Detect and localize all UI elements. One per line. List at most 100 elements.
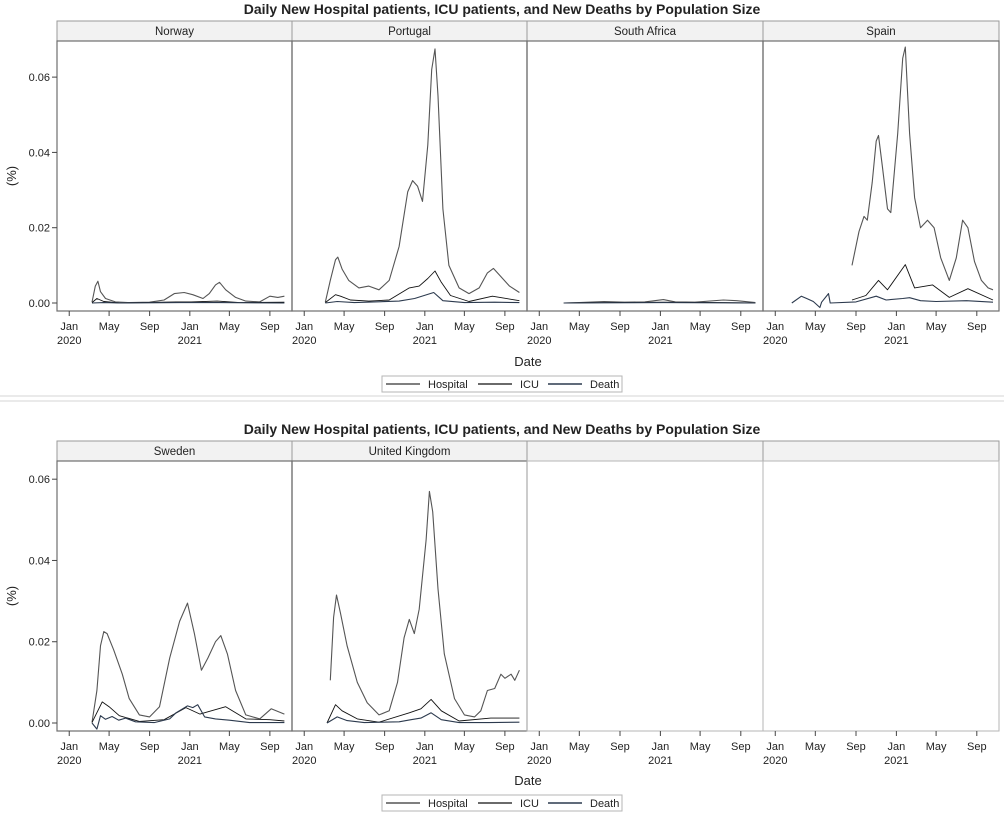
x-tick-label: Jan [60, 321, 78, 333]
x-axis-label: Date [514, 354, 541, 369]
x-tick-label: May [219, 321, 240, 333]
x-tick-label: May [926, 741, 947, 753]
x-tick-label: May [454, 321, 475, 333]
facet-panel-south-africa: South Africa Jan 2020 May Sep Jan 2021 May Sep [526, 20, 764, 347]
y-axis-label: (%) [4, 586, 19, 606]
chart-title: Daily New Hospital patients, ICU patient… [244, 1, 761, 17]
x-tick-label: Sep [610, 321, 630, 333]
chart-title: Daily New Hospital patients, ICU patient… [244, 421, 761, 437]
x-tick-label: Jan [295, 741, 313, 753]
y-tick-label: 0.04 [29, 555, 50, 567]
series-line-icu [325, 270, 520, 303]
plot-frame [56, 40, 293, 312]
facet-strip [762, 440, 1000, 462]
x-tick-label: Jan [295, 321, 313, 333]
legend-label-death: Death [590, 798, 619, 810]
plot-frame [291, 40, 528, 312]
series-line-icu [326, 698, 520, 724]
x-tick-label: May [690, 741, 711, 753]
x-tick-label: May [219, 741, 240, 753]
series-line-death [791, 293, 994, 309]
x-tick-year-label: 2020 [763, 755, 787, 767]
chart-figure-2: Daily New Hospital patients, ICU patient… [4, 421, 1000, 812]
x-tick-year-label: 2020 [527, 755, 551, 767]
x-tick-label: Sep [495, 741, 515, 753]
x-tick-label: Jan [652, 321, 670, 333]
x-tick-label: Sep [846, 741, 866, 753]
series-line-hospital [851, 46, 994, 291]
facet-strip-label: Norway [155, 26, 194, 38]
x-tick-label: Sep [967, 741, 987, 753]
y-axis: 0.00 0.02 0.04 0.06 (%) [4, 72, 57, 310]
x-tick-year-label: 2020 [292, 755, 316, 767]
x-tick-year-label: 2021 [648, 335, 672, 347]
facet-panel-spain: Spain Jan 2020 May Sep Jan 2021 May Sep [762, 20, 1000, 347]
x-tick-label: Jan [766, 321, 784, 333]
series-line-death [326, 712, 520, 724]
facet-panel-portugal: Portugal Jan 2020 May Sep Jan 2021 May Sep [291, 20, 528, 347]
x-tick-label: May [569, 321, 590, 333]
x-tick-label: May [99, 321, 120, 333]
x-tick-label: May [805, 741, 826, 753]
x-tick-label: May [334, 321, 355, 333]
x-tick-year-label: 2021 [413, 755, 437, 767]
x-tick-label: Sep [260, 321, 280, 333]
facet-strip-label: United Kingdom [369, 446, 451, 458]
x-tick-label: Jan [181, 321, 199, 333]
x-tick-year-label: 2021 [884, 755, 908, 767]
x-tick-year-label: 2020 [527, 335, 551, 347]
x-tick-year-label: 2020 [57, 755, 81, 767]
series-line-icu [91, 298, 285, 304]
x-tick-year-label: 2021 [413, 335, 437, 347]
x-tick-label: Jan [888, 741, 906, 753]
facet-strip [526, 440, 764, 462]
series-line-death [325, 291, 520, 304]
facet-panel-norway: Norway Jan 2020 May Sep Jan 2021 May Sep [56, 20, 293, 347]
x-tick-label: May [805, 321, 826, 333]
x-tick-label: May [454, 741, 475, 753]
facet-strip-label: Portugal [388, 26, 431, 38]
facet-panel-empty-3: Jan 2020 May Sep Jan 2021 May Sep [762, 440, 1000, 767]
x-tick-label: Jan [60, 741, 78, 753]
x-tick-year-label: 2021 [178, 755, 202, 767]
y-tick-label: 0.06 [29, 72, 50, 84]
x-tick-label: Sep [260, 741, 280, 753]
facet-strip-label: Sweden [154, 446, 196, 458]
x-tick-label: May [569, 741, 590, 753]
facet-strip-label: Spain [866, 26, 895, 38]
facet-panel-united-kingdom: United Kingdom Jan 2020 May Sep Jan 2021 May Sep [291, 440, 528, 767]
legend-label-hospital: Hospital [428, 798, 468, 810]
x-tick-label: Jan [416, 321, 434, 333]
x-tick-label: Sep [610, 741, 630, 753]
y-tick-label: 0.02 [29, 223, 50, 235]
plot-frame [526, 460, 764, 732]
x-tick-label: Jan [766, 741, 784, 753]
y-tick-label: 0.04 [29, 147, 50, 159]
series-line-icu [851, 264, 994, 301]
x-tick-label: May [926, 321, 947, 333]
x-tick-label: Sep [140, 321, 160, 333]
x-tick-label: Jan [530, 741, 548, 753]
x-tick-year-label: 2021 [884, 335, 908, 347]
x-tick-label: Sep [846, 321, 866, 333]
x-axis-label: Date [514, 773, 541, 788]
x-tick-label: May [334, 741, 355, 753]
legend: Hospital ICU Death [381, 375, 623, 393]
plot-frame [526, 40, 764, 312]
x-tick-label: Jan [888, 321, 906, 333]
x-tick-label: Sep [731, 741, 751, 753]
series-line-hospital [324, 48, 520, 303]
x-tick-label: Sep [731, 321, 751, 333]
x-tick-label: Jan [416, 741, 434, 753]
x-tick-label: Sep [375, 741, 395, 753]
x-tick-year-label: 2020 [763, 335, 787, 347]
series-line-death [91, 704, 285, 730]
legend-label-death: Death [590, 379, 619, 391]
x-tick-year-label: 2020 [57, 335, 81, 347]
x-tick-label: Sep [375, 321, 395, 333]
legend-label-hospital: Hospital [428, 379, 468, 391]
facet-panel-sweden: Sweden Jan 2020 May Sep Jan 2021 May Sep [56, 440, 293, 767]
x-tick-label: Jan [181, 741, 199, 753]
y-axis-label: (%) [4, 166, 19, 186]
y-axis: 0.00 0.02 0.04 0.06 (%) [4, 474, 57, 730]
